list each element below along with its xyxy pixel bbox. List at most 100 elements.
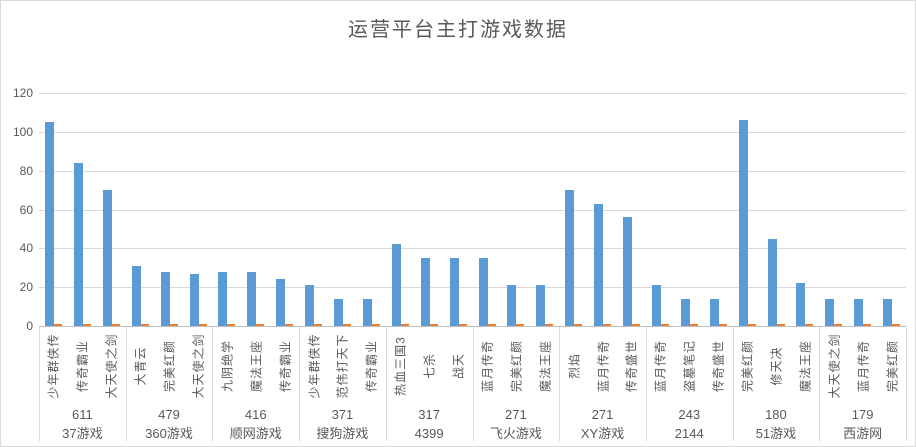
group-total-label: 243: [678, 407, 701, 422]
bar-secondary: [632, 324, 640, 326]
group-separator: [906, 327, 907, 441]
bar-primary: [767, 239, 777, 326]
game-label-text: 完美红颜: [885, 339, 900, 393]
y-tick-label: 0: [26, 319, 33, 333]
bar-primary: [160, 272, 170, 326]
game-label: 战天: [444, 327, 473, 405]
game-label-text: 完美红颜: [740, 339, 755, 393]
bar-primary: [305, 285, 315, 326]
game-label-text: 盗墓笔记: [682, 339, 697, 393]
game-label: 大青云: [126, 327, 155, 405]
group-total-label: 416: [244, 407, 267, 422]
bar-secondary: [285, 324, 294, 326]
game-label-text: 魔法王座: [538, 339, 553, 393]
platform-label: XY游戏: [580, 426, 625, 441]
bar-primary: [478, 258, 488, 326]
game-label-text: 战天: [451, 352, 466, 380]
bar-secondary: [371, 324, 380, 326]
game-label: 完美红颜: [877, 327, 906, 405]
bar-primary: [73, 163, 83, 326]
bar-secondary: [429, 324, 438, 326]
group-separator: [385, 327, 387, 441]
group-total-label: 271: [504, 407, 527, 422]
game-label-text: 少年群侠传: [307, 333, 322, 399]
group-separator: [472, 327, 474, 441]
game-label: 修天决: [762, 327, 791, 405]
game-label: 蓝月传奇: [848, 327, 877, 405]
game-label-text: 少年群侠传: [46, 333, 61, 399]
y-tick-label: 120: [12, 86, 33, 100]
bar-primary: [883, 299, 893, 326]
bar-secondary: [111, 324, 120, 326]
game-label: 七杀: [415, 327, 444, 405]
game-label: 完美红颜: [733, 327, 762, 405]
bar-secondary: [198, 324, 207, 326]
bar-secondary: [718, 324, 727, 326]
bar-primary: [131, 266, 141, 326]
game-label: 完美红颜: [155, 327, 184, 405]
bar-primary: [680, 299, 690, 326]
bar-secondary: [458, 324, 467, 326]
platform-label: 西游网: [843, 426, 883, 441]
bar-primary: [565, 190, 575, 326]
game-label: 少年群侠传: [39, 327, 68, 405]
game-label-text: 蓝月传奇: [596, 339, 611, 393]
group-separator: [732, 327, 734, 441]
bar-primary: [449, 258, 459, 326]
game-label-text: 七杀: [422, 352, 437, 380]
game-label-text: 修天决: [769, 346, 784, 386]
game-label-text: 完美红颜: [509, 339, 524, 393]
bar-primary: [738, 120, 748, 326]
game-label-text: 大天使之剑: [191, 333, 206, 399]
game-label: 大天使之剑: [819, 327, 848, 405]
game-label-text: 传奇霸业: [75, 339, 90, 393]
game-label: 烈焰: [559, 327, 588, 405]
bar-primary: [709, 299, 719, 326]
bar-secondary: [169, 324, 178, 326]
bar-primary: [102, 190, 112, 326]
game-label-text: 完美红颜: [162, 339, 177, 393]
bar-secondary: [227, 324, 236, 326]
game-label: 魔法王座: [790, 327, 819, 405]
bar-secondary: [776, 324, 785, 326]
platform-label: 37游戏: [62, 426, 103, 441]
group-total-label: 611: [71, 407, 93, 422]
bar-primary: [45, 122, 54, 326]
game-label-text: 范伟打天下: [335, 333, 350, 399]
game-label-text: 传奇霸业: [278, 339, 293, 393]
group-separator: [559, 327, 561, 441]
bar-secondary: [892, 324, 901, 326]
bar-primary: [623, 217, 632, 326]
group-total-label: 271: [591, 407, 614, 422]
bar-primary: [247, 272, 257, 326]
group-separator: [645, 327, 647, 441]
game-label-text: 大青云: [133, 346, 148, 386]
bar-primary: [420, 258, 430, 326]
bar-secondary: [82, 324, 91, 326]
bar-secondary: [574, 324, 583, 326]
bar-secondary: [834, 324, 843, 326]
game-label: 传奇霸业: [270, 327, 299, 405]
bar-primary: [334, 299, 343, 326]
y-tick-label: 40: [19, 241, 33, 255]
game-label: 蓝月传奇: [473, 327, 502, 405]
game-label-text: 蓝月传奇: [653, 339, 668, 393]
bar-primary: [651, 285, 661, 326]
game-label-text: 烈焰: [567, 352, 582, 380]
game-label-text: 传奇盛世: [624, 339, 639, 393]
platform-label: 搜狗游戏: [316, 426, 369, 441]
bar-primary: [276, 279, 286, 326]
game-label: 热血三国3: [386, 327, 415, 405]
bar-secondary: [400, 324, 409, 326]
bar-primary: [536, 285, 546, 326]
game-label: 魔法王座: [530, 327, 559, 405]
gridline: [39, 210, 906, 211]
game-label: 魔法王座: [241, 327, 270, 405]
bar-primary: [796, 283, 806, 326]
bar-primary: [854, 299, 864, 326]
game-label-text: 热血三国3: [393, 336, 408, 396]
game-label: 盗墓笔记: [675, 327, 704, 405]
game-label-text: 魔法王座: [249, 339, 264, 393]
